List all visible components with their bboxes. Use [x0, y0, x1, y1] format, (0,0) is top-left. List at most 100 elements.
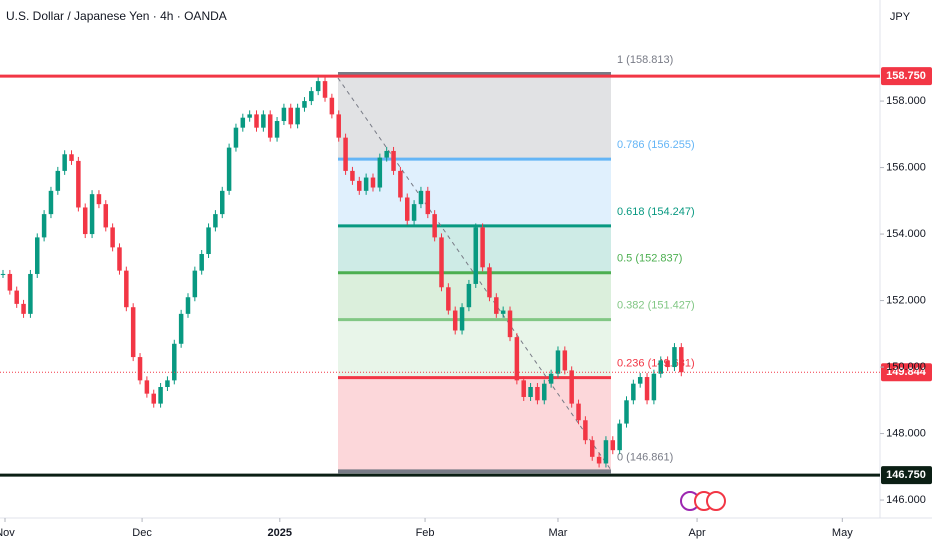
price-tag-label: 149.844	[886, 366, 927, 378]
candle	[151, 393, 156, 404]
candle	[220, 190, 225, 215]
candle	[459, 307, 465, 331]
candle	[96, 194, 102, 205]
candle	[240, 117, 246, 128]
x-tick-label: Feb	[416, 527, 435, 539]
candle	[391, 150, 396, 171]
fib-band	[338, 319, 611, 378]
candle	[603, 440, 609, 464]
candle	[350, 170, 355, 181]
candle	[679, 347, 684, 373]
candle	[562, 350, 568, 371]
candle	[165, 380, 170, 388]
price-tag	[881, 466, 932, 485]
horizontal-lines: 158.750 146.750 149.844	[0, 67, 932, 485]
candle	[452, 310, 458, 331]
y-tick-label: 156.000	[886, 161, 926, 173]
price-tag-label: 158.750	[886, 70, 926, 82]
candle	[439, 237, 444, 288]
candle	[658, 360, 664, 374]
candle	[254, 114, 259, 128]
candle	[247, 114, 252, 118]
candle	[69, 154, 74, 161]
candle	[185, 297, 191, 314]
event-icons	[680, 491, 726, 511]
candle	[411, 204, 417, 221]
candle	[21, 303, 26, 314]
x-tick-label: May	[832, 527, 853, 539]
candle	[637, 377, 643, 384]
candle	[110, 227, 115, 248]
y-tick-label: 152.000	[886, 294, 926, 306]
candle	[213, 214, 218, 228]
candle	[261, 114, 266, 128]
candle	[124, 270, 129, 308]
candle	[315, 81, 321, 92]
candle	[528, 387, 533, 397]
candle	[199, 254, 204, 271]
y-tick-label: 146.000	[886, 494, 926, 506]
fib-label: 0.786 (156.255)	[617, 139, 695, 151]
candle	[521, 380, 526, 397]
candle	[82, 207, 88, 235]
price-tag-label: 146.750	[886, 469, 926, 481]
candle	[487, 267, 492, 298]
chart-title: U.S. Dollar / Japanese Yen · 4h · OANDA	[6, 9, 227, 23]
candle	[672, 347, 677, 368]
candle	[55, 170, 61, 191]
candles	[0, 77, 684, 468]
fib-label: 1 (158.813)	[617, 54, 673, 66]
candle	[617, 423, 622, 451]
price-tag	[881, 363, 932, 382]
candle	[35, 237, 40, 274]
candle	[425, 190, 431, 215]
candle	[41, 214, 47, 238]
candle	[589, 440, 595, 457]
candle	[651, 373, 657, 401]
candle	[329, 97, 335, 115]
x-tick-label: 2025	[268, 527, 292, 539]
candle	[404, 197, 410, 221]
candle	[583, 420, 588, 441]
candle	[343, 137, 348, 171]
candle	[473, 227, 479, 284]
candle	[62, 154, 67, 171]
fib-band	[338, 74, 611, 160]
candle	[226, 147, 232, 191]
candle	[569, 370, 574, 404]
candle	[192, 270, 198, 298]
candle	[14, 290, 19, 304]
x-tick-label: Apr	[689, 527, 706, 539]
candle	[206, 227, 211, 255]
event-icon	[706, 491, 726, 511]
candle	[302, 101, 307, 108]
candle	[555, 350, 561, 374]
candle	[117, 247, 122, 271]
candle	[624, 400, 629, 424]
candle	[494, 297, 499, 314]
candle	[432, 214, 437, 238]
candle	[384, 150, 389, 158]
candle	[357, 180, 362, 191]
fib-label: 0.5 (152.837)	[617, 253, 682, 265]
candle	[322, 81, 328, 98]
price-tag	[881, 67, 932, 86]
candle	[631, 383, 636, 401]
y-tick-label: 158.000	[886, 95, 926, 107]
candle	[28, 273, 33, 314]
candle	[336, 114, 341, 138]
candle	[507, 310, 513, 338]
candle	[89, 194, 95, 235]
candle	[377, 157, 383, 188]
x-tick-label: Nov	[0, 527, 15, 539]
candle	[514, 337, 520, 381]
candle	[500, 310, 506, 314]
candle	[288, 107, 294, 125]
y-tick-label: 154.000	[886, 228, 926, 240]
fib-label: 0 (146.861)	[617, 451, 673, 463]
candle	[644, 377, 650, 401]
candle	[144, 380, 150, 394]
candle	[542, 383, 547, 401]
fib-label: 0.618 (154.247)	[617, 206, 695, 218]
